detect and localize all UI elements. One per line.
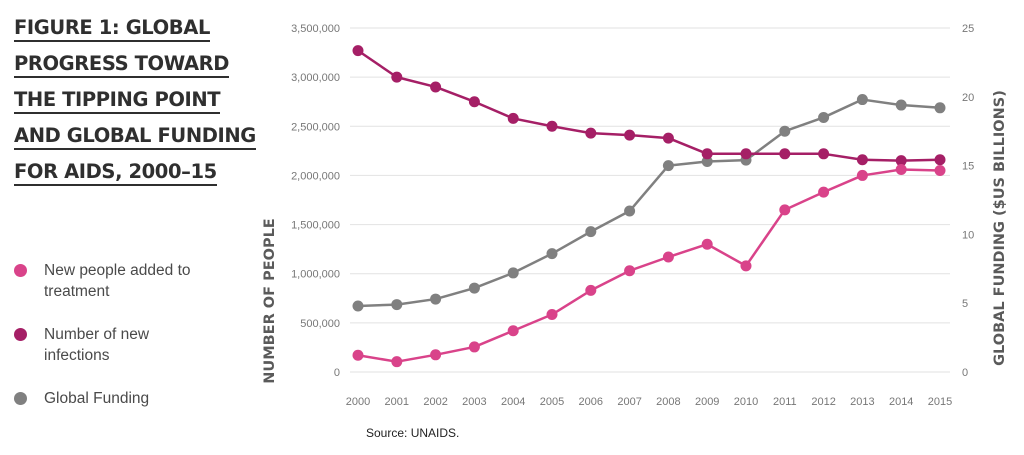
data-point bbox=[624, 129, 636, 141]
data-point bbox=[662, 251, 674, 263]
title-line: PROGRESS TOWARD bbox=[14, 52, 229, 78]
series-line bbox=[357, 168, 941, 363]
y-axis-title-left: NUMBER OF PEOPLE bbox=[262, 218, 278, 383]
data-point bbox=[740, 148, 752, 160]
data-point bbox=[818, 148, 830, 160]
series-line bbox=[357, 98, 941, 308]
data-point bbox=[701, 155, 713, 167]
legend-label: Number of new infections bbox=[44, 326, 150, 364]
data-point bbox=[856, 154, 868, 166]
data-point bbox=[468, 96, 480, 108]
x-tick-label: 2009 bbox=[695, 396, 719, 408]
x-tick-label: 2007 bbox=[617, 396, 641, 408]
data-point bbox=[779, 148, 791, 160]
data-point bbox=[546, 120, 558, 132]
data-point bbox=[391, 356, 403, 368]
data-point bbox=[818, 111, 830, 123]
data-point bbox=[507, 325, 519, 337]
data-point bbox=[856, 169, 868, 181]
data-point bbox=[585, 284, 597, 296]
data-point bbox=[779, 125, 791, 137]
legend-dot-treatment bbox=[14, 264, 27, 277]
data-point bbox=[352, 45, 364, 57]
data-point bbox=[701, 238, 713, 250]
legend-item-infections: Number of new infections bbox=[14, 324, 214, 366]
x-tick-label: 2002 bbox=[423, 396, 447, 408]
data-point bbox=[701, 148, 713, 160]
data-point bbox=[895, 155, 907, 167]
data-point bbox=[624, 205, 636, 217]
y-tick-label-right: 0 bbox=[962, 367, 968, 379]
legend-label: New people added to treatment bbox=[44, 262, 191, 300]
y-tick-label-left: 3,500,000 bbox=[291, 23, 340, 35]
data-point bbox=[934, 102, 946, 114]
y-tick-label-left: 2,500,000 bbox=[291, 121, 340, 133]
x-tick-label: 2003 bbox=[462, 396, 486, 408]
data-point bbox=[585, 226, 597, 238]
x-tick-label: 2006 bbox=[579, 396, 603, 408]
data-point bbox=[662, 160, 674, 172]
data-point bbox=[546, 309, 558, 321]
data-point bbox=[624, 265, 636, 277]
legend-label: Global Funding bbox=[44, 390, 150, 407]
data-point bbox=[352, 349, 364, 361]
source-note: Source: UNAIDS. bbox=[366, 426, 460, 440]
legend-item-funding: Global Funding bbox=[14, 388, 214, 409]
data-point bbox=[507, 112, 519, 124]
y-tick-label-right: 10 bbox=[962, 229, 974, 241]
legend-item-treatment: New people added to treatment bbox=[14, 260, 214, 302]
y-tick-label-left: 500,000 bbox=[300, 318, 340, 330]
x-tick-label: 2008 bbox=[656, 396, 680, 408]
data-point bbox=[391, 299, 403, 311]
data-point bbox=[934, 154, 946, 166]
y-tick-label-left: 1,000,000 bbox=[291, 269, 340, 281]
x-tick-label: 2013 bbox=[850, 396, 874, 408]
x-tick-label: 2012 bbox=[811, 396, 835, 408]
data-point bbox=[391, 71, 403, 83]
x-tick-label: 2001 bbox=[385, 396, 409, 408]
data-point bbox=[430, 349, 442, 361]
y-tick-label-right: 5 bbox=[962, 298, 968, 310]
series-line bbox=[357, 49, 941, 162]
data-point bbox=[585, 127, 597, 139]
y-tick-label-left: 3,000,000 bbox=[291, 72, 340, 84]
x-tick-label: 2014 bbox=[889, 396, 913, 408]
x-tick-label: 2010 bbox=[734, 396, 758, 408]
title-line: FOR AIDS, 2000–15 bbox=[14, 160, 217, 186]
data-point bbox=[662, 132, 674, 144]
y-tick-label-left: 2,000,000 bbox=[291, 170, 340, 182]
title-line: THE TIPPING POINT bbox=[14, 88, 221, 114]
data-point bbox=[468, 282, 480, 294]
legend-dot-infections bbox=[14, 328, 27, 341]
x-tick-label: 2005 bbox=[540, 396, 564, 408]
x-tick-label: 2011 bbox=[773, 396, 797, 408]
y-tick-label-left: 1,500,000 bbox=[291, 220, 340, 232]
y-axis-title-right: GLOBAL FUNDING ($US BILLIONS) bbox=[992, 90, 1008, 366]
data-point bbox=[352, 300, 364, 312]
data-point bbox=[895, 164, 907, 176]
data-point bbox=[856, 94, 868, 106]
data-point bbox=[468, 341, 480, 353]
data-point bbox=[818, 186, 830, 198]
title-line: FIGURE 1: GLOBAL bbox=[14, 16, 210, 42]
x-tick-label: 2000 bbox=[346, 396, 370, 408]
legend-dot-funding bbox=[14, 392, 27, 405]
data-point bbox=[430, 293, 442, 305]
data-point bbox=[934, 165, 946, 177]
y-tick-label-right: 20 bbox=[962, 92, 974, 104]
data-point bbox=[895, 99, 907, 111]
y-tick-label-left: 0 bbox=[334, 367, 340, 379]
x-tick-label: 2004 bbox=[501, 396, 525, 408]
data-point bbox=[507, 267, 519, 279]
data-point bbox=[740, 260, 752, 272]
y-tick-label-right: 15 bbox=[962, 161, 974, 173]
x-tick-label: 2015 bbox=[928, 396, 952, 408]
data-point bbox=[546, 248, 558, 260]
figure-title: FIGURE 1: GLOBAL PROGRESS TOWARD THE TIP… bbox=[14, 12, 264, 192]
data-point bbox=[430, 81, 442, 93]
title-line: AND GLOBAL FUNDING bbox=[14, 124, 256, 150]
data-point bbox=[779, 204, 791, 216]
y-tick-label-right: 25 bbox=[962, 23, 974, 35]
